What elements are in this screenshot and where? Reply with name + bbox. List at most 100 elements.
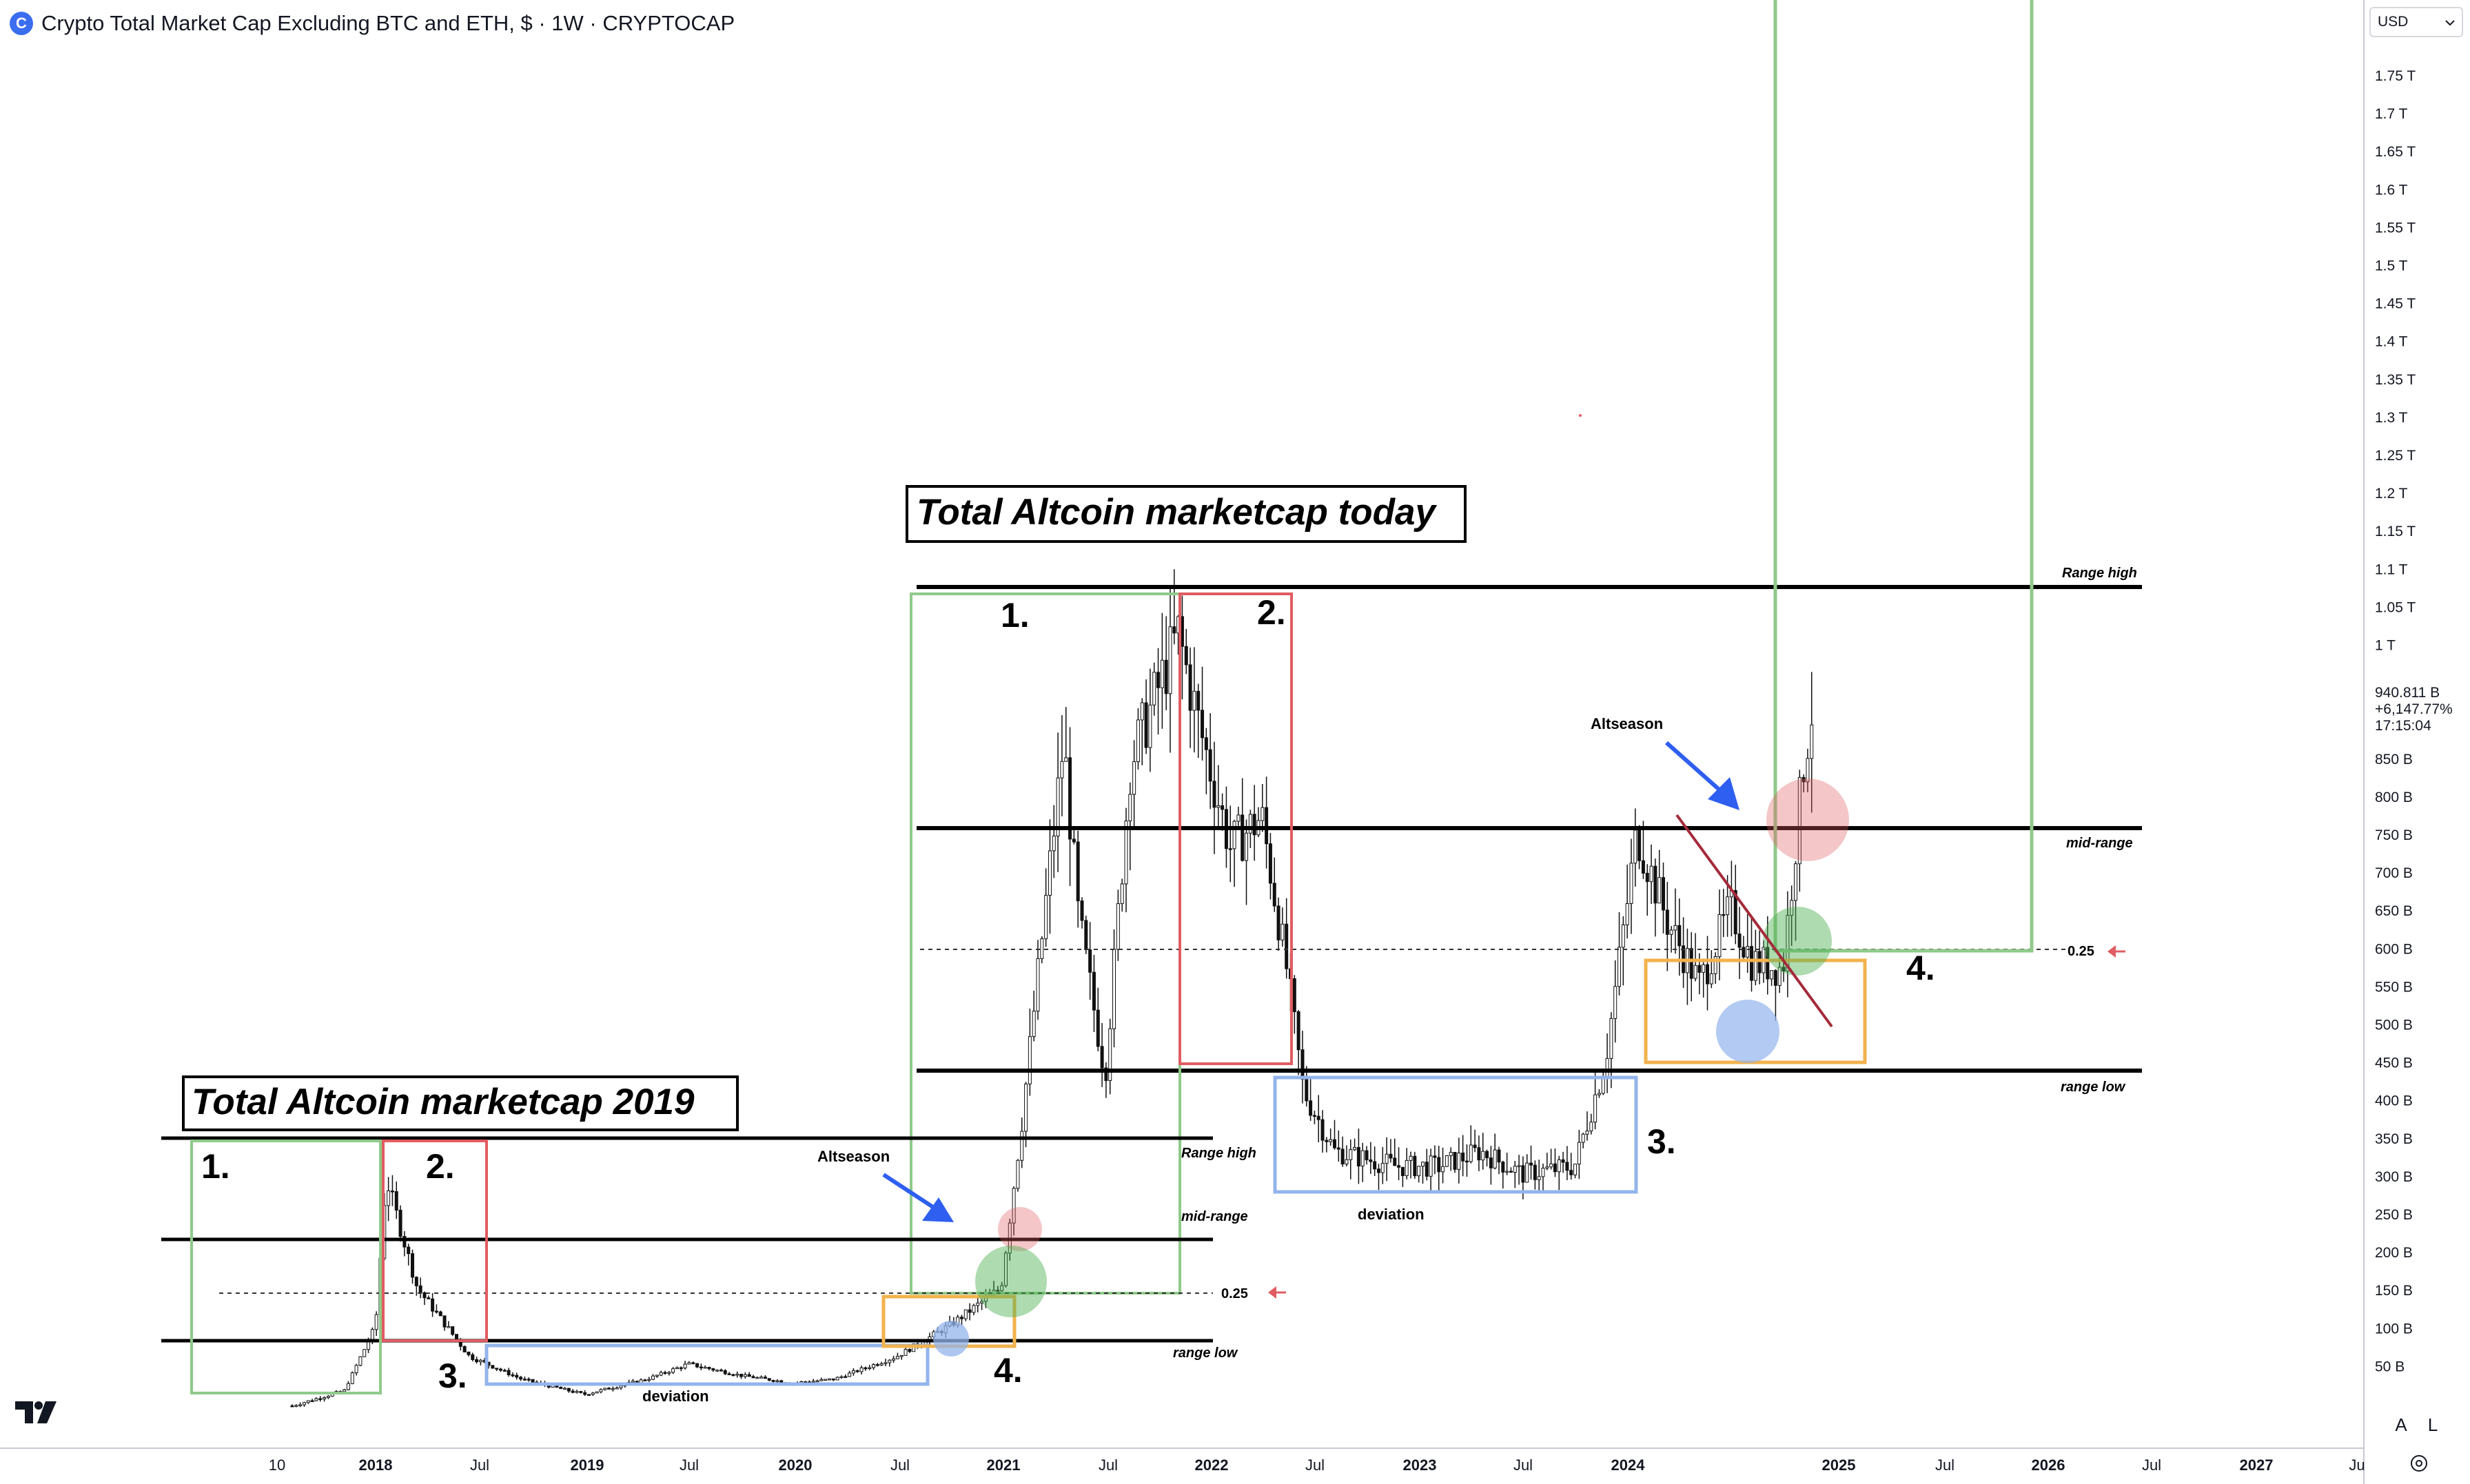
candle-body	[1108, 1028, 1112, 1081]
candle-body	[527, 1379, 531, 1381]
candle-body	[996, 1290, 1000, 1292]
candle-body	[723, 1370, 727, 1374]
candle-body	[839, 1376, 844, 1379]
candle-body	[1445, 1155, 1449, 1167]
candle-body	[1617, 947, 1622, 987]
time-tick-label: 2020	[779, 1456, 813, 1474]
candle-body	[1449, 1151, 1453, 1156]
candle-body	[976, 1302, 980, 1306]
price-axis[interactable]: 1.75 T 1.7 T 1.65 T 1.6 T 1.55 T 1.5 T 1.45 T 1…	[2375, 68, 2416, 1374]
log-scale-button[interactable]: L	[2427, 1414, 2438, 1435]
candle-body	[599, 1389, 603, 1392]
candle-body	[326, 1396, 330, 1399]
candle-body	[1064, 757, 1068, 762]
candle-body	[1790, 900, 1794, 916]
tradingview-logo-icon[interactable]	[15, 1400, 59, 1428]
time-tick-label: 2018	[359, 1456, 393, 1474]
candle-body	[411, 1253, 415, 1278]
currency-value: USD	[2378, 14, 2409, 30]
candle-body	[703, 1367, 707, 1369]
candle-body	[895, 1356, 899, 1359]
candle-body	[1012, 1188, 1016, 1224]
candle-body	[1180, 616, 1184, 647]
candle-body	[755, 1377, 759, 1379]
candle-body	[390, 1191, 394, 1193]
candle-body	[374, 1314, 378, 1330]
candle-body	[1625, 903, 1629, 925]
candle-body	[1489, 1157, 1493, 1168]
price-tick-label: 600 B	[2375, 941, 2413, 957]
auto-scale-button[interactable]: A	[2395, 1414, 2407, 1435]
candle-body	[414, 1277, 418, 1286]
candle-body	[735, 1374, 739, 1376]
candle-body	[1084, 920, 1088, 951]
candle-body	[631, 1381, 635, 1383]
candle-body	[1485, 1151, 1489, 1159]
candle-body	[687, 1362, 691, 1365]
price-tick-label: 400 B	[2375, 1093, 2413, 1109]
candle-body	[455, 1334, 459, 1340]
symbol-title[interactable]: Crypto Total Market Cap Excluding BTC an…	[41, 11, 735, 35]
price-tick-label: 1.35 T	[2375, 372, 2416, 388]
candle-body	[1477, 1147, 1481, 1161]
candle-body	[1665, 909, 1669, 935]
candle-body	[367, 1341, 371, 1350]
candle-body	[879, 1363, 884, 1366]
time-axis[interactable]: 10 2018 Jul 2019 Jul 2020 Jul 2021 Jul 2022 Jul 202…	[269, 1456, 2365, 1474]
candle-body	[835, 1377, 839, 1381]
candle-body	[1649, 865, 1653, 883]
candle-body	[655, 1374, 659, 1377]
candle-body	[1585, 1131, 1589, 1135]
candle-body	[1433, 1155, 1437, 1158]
time-tick-label: Jul	[1099, 1456, 1118, 1474]
candle-body	[1333, 1139, 1336, 1148]
candle-body	[1509, 1171, 1513, 1173]
candle-body	[1252, 814, 1256, 836]
candle-body	[1793, 863, 1797, 901]
candle-body	[663, 1372, 667, 1374]
candle-body	[1693, 965, 1697, 979]
settings-gear-icon[interactable]	[2404, 1448, 2434, 1478]
candle-body	[888, 1359, 892, 1363]
candle-body	[1541, 1168, 1545, 1177]
candle-body	[1096, 1009, 1100, 1047]
candle-body	[1397, 1165, 1401, 1168]
candle-body	[1260, 807, 1265, 821]
time-tick-label: Jul	[1305, 1456, 1325, 1474]
candle-body	[779, 1380, 784, 1383]
price-tick-label: 1.5 T	[2375, 258, 2408, 274]
candle-body	[1810, 724, 1814, 759]
candle-body	[559, 1387, 563, 1390]
candle-body	[1409, 1155, 1413, 1161]
candle-body	[851, 1370, 855, 1374]
phase-2-box	[1178, 592, 1293, 1065]
price-tick-label: 1.55 T	[2375, 220, 2416, 236]
candle-body	[1589, 1122, 1593, 1132]
candle-body	[1044, 894, 1048, 940]
time-tick-label: 2025	[1822, 1456, 1856, 1474]
candle-body	[1152, 672, 1156, 705]
candle-body	[1553, 1163, 1557, 1173]
currency-select[interactable]: USD	[2369, 7, 2463, 37]
candle-body	[343, 1389, 347, 1392]
cycle-2019-structure	[161, 1136, 1286, 1394]
candle-body	[1036, 958, 1040, 1012]
candle-body	[1112, 949, 1116, 1029]
candle-body	[908, 1348, 912, 1352]
range-high-label-2019: Range high	[1181, 1146, 1256, 1161]
price-tick-label: 1.15 T	[2375, 524, 2416, 539]
phase-3-box-2019	[484, 1343, 930, 1386]
candle-body	[1469, 1144, 1473, 1162]
range-low-label: range low	[2061, 1080, 2126, 1095]
candle-body	[904, 1348, 908, 1356]
candle-body	[759, 1377, 764, 1379]
title-text-today: Total Altcoin marketcap today	[917, 492, 1437, 533]
candle-body	[619, 1385, 623, 1388]
candle-body	[1753, 951, 1757, 981]
phase-3-label-2019: 3.	[438, 1357, 467, 1395]
candle-body	[1709, 973, 1713, 985]
candle-body	[595, 1391, 599, 1394]
mid-range-label-2019: mid-range	[1181, 1209, 1248, 1224]
candle-body	[855, 1370, 859, 1372]
